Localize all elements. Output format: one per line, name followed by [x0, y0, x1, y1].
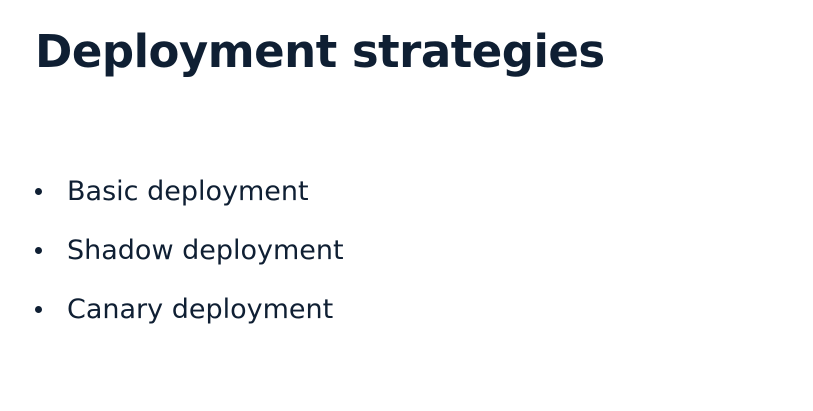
bullet-dot-icon	[35, 306, 42, 313]
bullet-item-canary-deployment: Canary deployment	[32, 288, 344, 347]
bullet-text: Basic deployment	[67, 176, 309, 207]
bullet-text: Canary deployment	[67, 294, 334, 325]
bullet-list: Basic deployment Shadow deployment Canar…	[32, 170, 344, 347]
bullet-dot-icon	[35, 247, 42, 254]
bullet-text: Shadow deployment	[67, 235, 344, 266]
bullet-dot-icon	[35, 188, 42, 195]
bullet-item-basic-deployment: Basic deployment	[32, 170, 344, 229]
slide-title: Deployment strategies	[35, 25, 605, 78]
bullet-item-shadow-deployment: Shadow deployment	[32, 229, 344, 288]
